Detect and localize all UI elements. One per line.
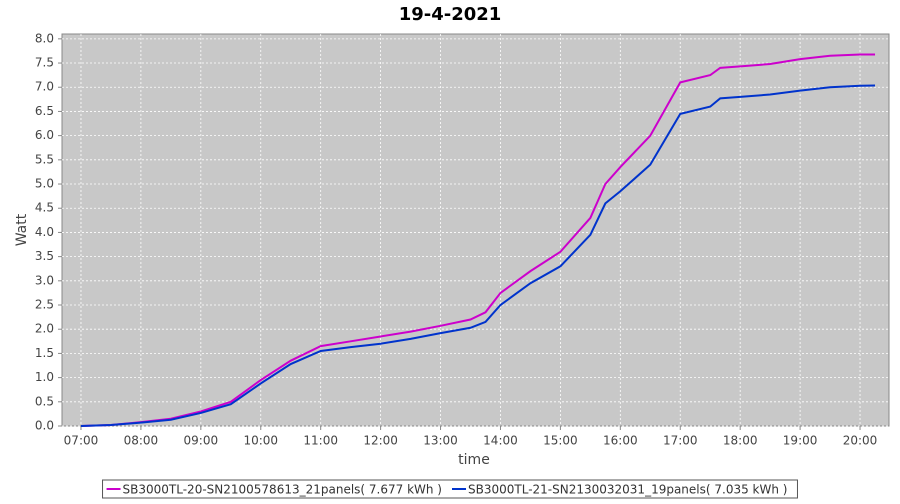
y-tick-label: 2.0 xyxy=(35,322,54,336)
y-tick-label: 4.5 xyxy=(35,201,54,215)
x-tick-label: 18:00 xyxy=(723,434,758,448)
y-tick-label: 2.5 xyxy=(35,298,54,312)
x-tick-label: 08:00 xyxy=(124,434,159,448)
y-tick-label: 5.0 xyxy=(35,177,54,191)
y-tick-label: 4.0 xyxy=(35,225,54,239)
chart-title: 19-4-2021 xyxy=(399,4,502,25)
x-tick-label: 11:00 xyxy=(303,434,338,448)
legend: SB3000TL-20-SN2100578613_21panels( 7.677… xyxy=(102,479,798,499)
legend-box xyxy=(102,479,798,499)
x-axis-label: time xyxy=(458,452,490,468)
x-tick-label: 17:00 xyxy=(663,434,698,448)
y-axis-label: Watt xyxy=(14,213,30,246)
y-tick-label: 6.0 xyxy=(35,128,54,142)
y-tick-label: 8.0 xyxy=(35,31,54,45)
y-tick-label: 5.5 xyxy=(35,152,54,166)
x-tick-label: 12:00 xyxy=(363,434,398,448)
x-tick-label: 14:00 xyxy=(483,434,518,448)
legend-label: SB3000TL-20-SN2100578613_21panels( 7.677… xyxy=(123,483,442,497)
x-tick-label: 16:00 xyxy=(603,434,638,448)
series-line xyxy=(80,53,876,427)
x-tick-label: 13:00 xyxy=(423,434,458,448)
x-tick-label: 10:00 xyxy=(243,434,278,448)
y-tick-label: 1.5 xyxy=(35,346,54,360)
x-tick-label: 20:00 xyxy=(843,434,878,448)
x-tick-label: 07:00 xyxy=(64,434,99,448)
y-tick-label: 1.0 xyxy=(35,370,54,384)
y-tick-label: 0.5 xyxy=(35,394,54,408)
y-tick-label: 0.0 xyxy=(35,419,54,433)
x-tick-label: 15:00 xyxy=(543,434,578,448)
y-tick-label: 6.5 xyxy=(35,104,54,118)
x-tick-label: 19:00 xyxy=(783,434,818,448)
y-tick-label: 7.0 xyxy=(35,80,54,94)
x-tick-label: 09:00 xyxy=(184,434,219,448)
legend-label: SB3000TL-21-SN2130032031_19panels( 7.035… xyxy=(468,483,787,497)
plot-area xyxy=(61,33,890,427)
y-tick-label: 3.0 xyxy=(35,273,54,287)
y-tick-label: 7.5 xyxy=(35,56,54,70)
y-tick-label: 3.5 xyxy=(35,249,54,263)
series-line xyxy=(80,84,876,427)
